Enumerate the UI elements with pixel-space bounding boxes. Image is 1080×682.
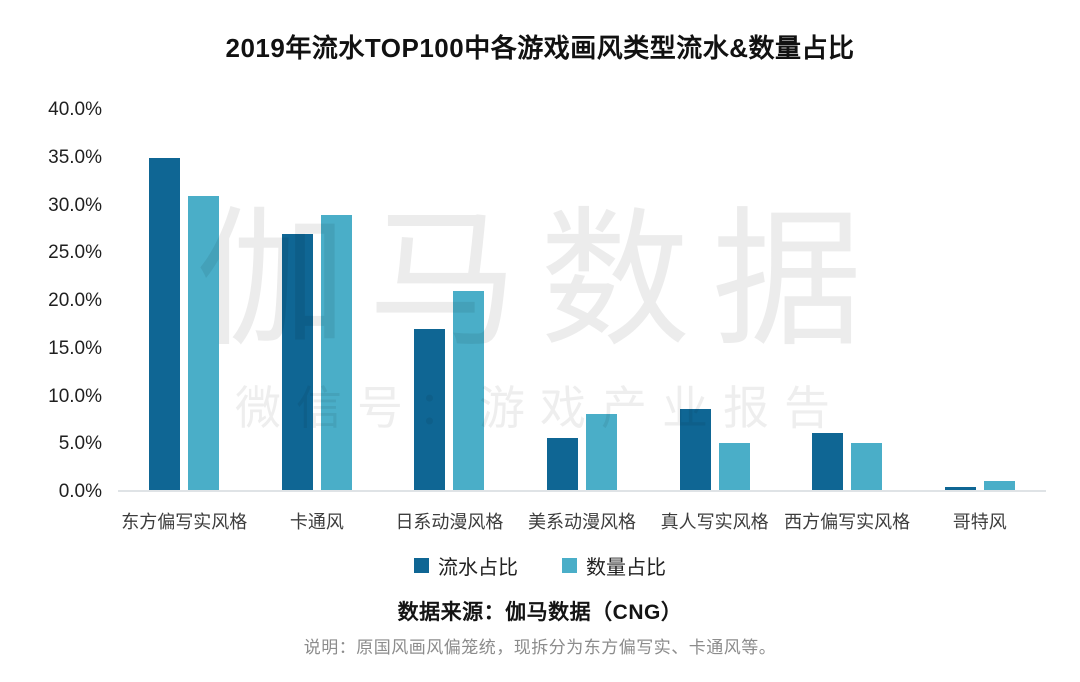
bar-count-share xyxy=(188,195,220,490)
bar-count-share xyxy=(320,214,352,490)
bar-count-share xyxy=(851,442,883,490)
bar-revenue-share xyxy=(812,433,844,490)
y-tick-label: 15.0% xyxy=(48,337,102,359)
legend-item-revenue-share: 流水占比 xyxy=(414,551,518,580)
legend: 流水占比 数量占比 xyxy=(0,551,1080,580)
bar-group xyxy=(679,110,750,490)
bar-revenue-share xyxy=(546,437,578,490)
legend-item-count-share: 数量占比 xyxy=(562,551,666,580)
bar-count-share xyxy=(983,480,1015,490)
bar-revenue-share xyxy=(944,487,976,490)
bar-count-share xyxy=(718,442,750,490)
legend-label: 流水占比 xyxy=(438,557,518,579)
y-tick-label: 5.0% xyxy=(58,433,102,455)
bar-revenue-share xyxy=(679,409,711,490)
y-tick-label: 40.0% xyxy=(48,99,102,120)
x-axis-label: 真人写实风格 xyxy=(660,512,769,532)
bar-count-share xyxy=(453,290,485,490)
source-text: 数据来源：伽马数据（CNG） xyxy=(397,601,683,624)
y-tick-label: 20.0% xyxy=(48,290,102,311)
legend-label: 数量占比 xyxy=(586,557,666,579)
bar-revenue-share xyxy=(281,233,313,490)
x-axis-label: 哥特风 xyxy=(952,512,1007,532)
bar-revenue-share xyxy=(414,328,446,490)
chart-title: 2019年流水TOP100中各游戏画风类型流水&数量占比 xyxy=(225,33,855,63)
y-axis: 40.0% 35.0% 30.0% 25.0% 20.0% 15.0% 10.0% 5.0% 0… xyxy=(0,99,102,502)
bar-groups xyxy=(118,110,1046,490)
x-axis-label: 美系动漫风格 xyxy=(528,512,637,532)
bar-group xyxy=(414,110,485,490)
legend-swatch-icon xyxy=(562,558,577,573)
bar-group xyxy=(281,110,352,490)
y-tick-label: 30.0% xyxy=(48,194,102,216)
bar-count-share xyxy=(585,414,617,490)
x-axis-label: 东方偏写实风格 xyxy=(121,512,248,532)
y-tick-label: 25.0% xyxy=(48,242,102,264)
legend-swatch-icon xyxy=(414,558,429,573)
x-axis-label: 日系动漫风格 xyxy=(395,512,504,532)
x-axis-label: 卡通风 xyxy=(289,512,344,532)
bar-group xyxy=(944,110,1015,490)
x-axis-labels: 东方偏写实风格 卡通风 日系动漫风格 美系动漫风格 真人写实风格 西方偏写实风格 哥特风 xyxy=(118,508,1046,534)
bar-group xyxy=(812,110,883,490)
bar-group xyxy=(149,110,220,490)
y-tick-label: 0.0% xyxy=(58,481,102,502)
y-tick-label: 10.0% xyxy=(48,385,102,407)
y-tick-label: 35.0% xyxy=(48,146,102,168)
bar-group xyxy=(546,110,617,490)
note-text: 说明：原国风画风偏笼统，现拆分为东方偏写实、卡通风等。 xyxy=(303,638,777,657)
x-axis-label: 西方偏写实风格 xyxy=(784,512,911,532)
bar-revenue-share xyxy=(149,157,181,490)
plot-area xyxy=(118,110,1046,492)
